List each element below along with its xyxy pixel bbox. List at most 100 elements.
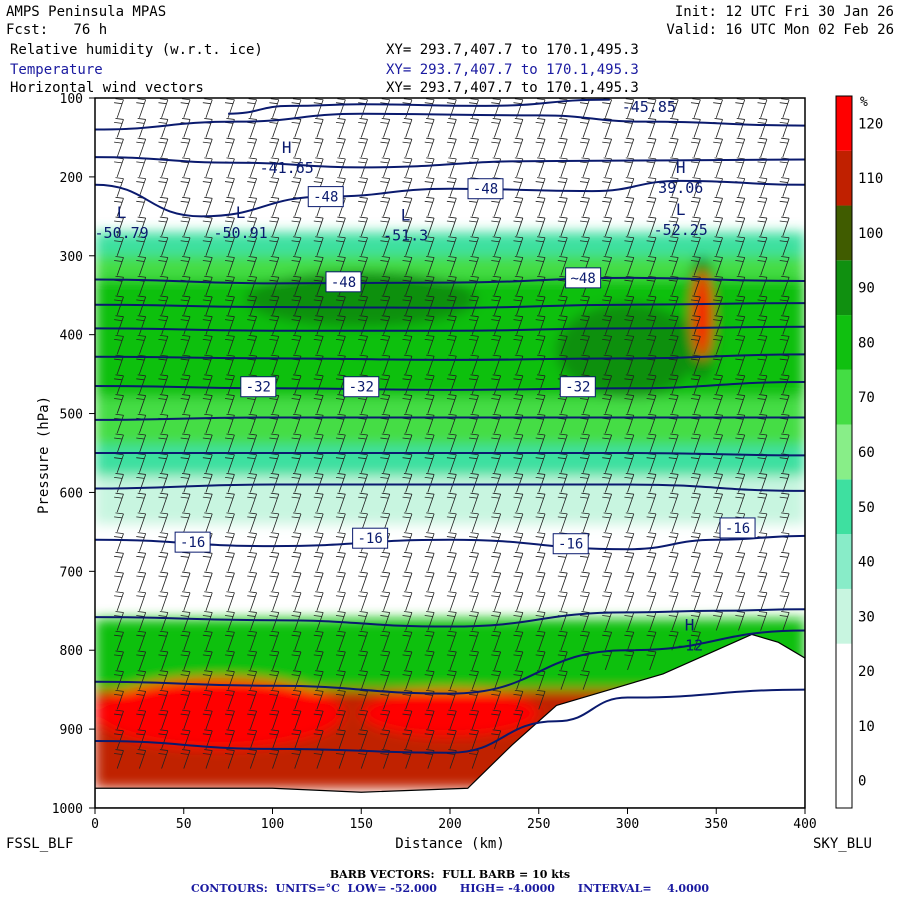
wind-barb-flag — [269, 319, 278, 322]
init-time: Init: 12 UTC Fri 30 Jan 26 — [674, 4, 894, 20]
wind-barb-flag — [380, 595, 389, 598]
wind-barb-shaft — [427, 139, 435, 158]
wind-barb-shaft — [449, 651, 457, 671]
wind-barb-flag — [492, 591, 501, 594]
wind-barb — [158, 177, 169, 197]
wind-barb-flag — [581, 177, 590, 180]
wind-barb-flag — [448, 591, 457, 594]
wind-barb-flag — [247, 122, 256, 124]
wind-barb-shaft — [449, 237, 457, 256]
wind-barb-shaft — [715, 336, 723, 355]
wind-barb-flag — [313, 753, 322, 755]
rh-patch — [361, 689, 539, 737]
wind-barb-flag — [269, 398, 278, 400]
wind-barb — [535, 551, 546, 572]
wind-barb-flag — [535, 595, 544, 598]
wind-barb — [402, 256, 413, 276]
wind-barb-flag — [736, 512, 745, 515]
wind-barb-flag — [226, 137, 235, 140]
wind-barb — [158, 729, 169, 749]
wind-barb-flag — [469, 437, 478, 440]
wind-barb-shaft — [738, 612, 746, 631]
wind-barb-shaft — [604, 217, 612, 237]
wind-barb-flag — [668, 319, 677, 322]
wind-barb — [646, 492, 657, 513]
wind-barb-shaft — [538, 336, 546, 355]
wind-barb-flag — [402, 713, 411, 716]
wind-barb-shaft — [782, 217, 790, 237]
wind-barb — [402, 394, 413, 414]
wind-barb-flag — [182, 137, 191, 140]
wind-barb-flag — [291, 496, 300, 499]
wind-barb — [757, 315, 768, 335]
wind-barb-flag — [180, 457, 189, 460]
wind-barb-flag — [337, 295, 346, 298]
wind-barb — [202, 709, 213, 730]
wind-barb-flag — [492, 630, 501, 633]
wind-barb-flag — [448, 611, 457, 613]
wind-barb-flag — [358, 753, 367, 755]
wind-barb-flag — [226, 98, 235, 101]
wind-barb-flag — [692, 256, 701, 258]
wind-barb — [402, 473, 413, 493]
wind-barb-flag — [224, 595, 234, 598]
wind-barb-flag — [292, 137, 302, 140]
wind-barb-flag — [137, 630, 146, 633]
wind-barb-flag — [448, 157, 457, 160]
wind-barb-flag — [757, 398, 766, 400]
wind-barb — [380, 670, 391, 690]
wind-barb-flag — [491, 141, 500, 144]
x-tick-label: 200 — [438, 817, 461, 832]
wind-barb-flag — [492, 315, 501, 318]
wind-barb-flag — [424, 654, 433, 657]
wind-barb-shaft — [671, 612, 679, 631]
wind-barb-flag — [647, 571, 657, 574]
wind-barb-flag — [581, 571, 590, 574]
wind-barb-flag — [758, 98, 767, 101]
wind-barb-flag — [136, 220, 145, 223]
wind-barb-shaft — [449, 553, 457, 572]
wind-barb — [513, 256, 524, 276]
wind-barb-shaft — [161, 198, 169, 217]
wind-barb-flag — [757, 555, 766, 558]
wind-barb-shaft — [116, 553, 124, 572]
wind-barb — [491, 473, 502, 493]
wind-barb-shaft — [560, 139, 568, 158]
wind-barb-flag — [269, 713, 278, 716]
wind-barb-shaft — [294, 553, 302, 572]
wind-barb-shaft — [538, 316, 546, 335]
wind-barb-flag — [625, 591, 634, 594]
wind-barb-flag — [779, 398, 788, 400]
contour-label-text: -32 — [565, 380, 590, 396]
wind-barb-flag — [159, 689, 168, 692]
wind-barb-shaft — [738, 454, 746, 473]
wind-barb-flag — [714, 216, 723, 219]
wind-barb-shaft — [760, 494, 768, 513]
wind-barb-shaft — [516, 178, 524, 197]
wind-barb-shaft — [449, 158, 457, 178]
wind-barb-flag — [270, 275, 279, 278]
wind-barb — [602, 374, 612, 394]
wind-barb-flag — [292, 216, 302, 219]
wind-barb — [602, 157, 612, 178]
wind-barb-flag — [579, 181, 589, 183]
wind-barb-shaft — [627, 277, 635, 296]
wind-barb-flag — [757, 141, 766, 144]
wind-barb — [313, 137, 324, 158]
wind-barb-shaft — [493, 277, 502, 296]
wind-barb-flag — [670, 630, 679, 633]
wind-barb-shaft — [738, 336, 746, 355]
wind-barb-shaft — [582, 592, 590, 611]
wind-barb-flag — [248, 532, 257, 535]
contour-label-text: -16 — [558, 537, 583, 553]
wind-barb-flag — [403, 295, 412, 298]
wind-barb-shaft — [294, 632, 302, 651]
wind-barb-flag — [359, 591, 368, 594]
wind-barb-flag — [758, 532, 767, 535]
wind-barb-flag — [514, 611, 523, 613]
wind-barb-shaft — [161, 217, 169, 237]
wind-barb — [269, 295, 280, 316]
wind-barb-flag — [335, 595, 345, 598]
wind-barb — [735, 492, 746, 513]
wind-barb-shaft — [249, 237, 257, 256]
